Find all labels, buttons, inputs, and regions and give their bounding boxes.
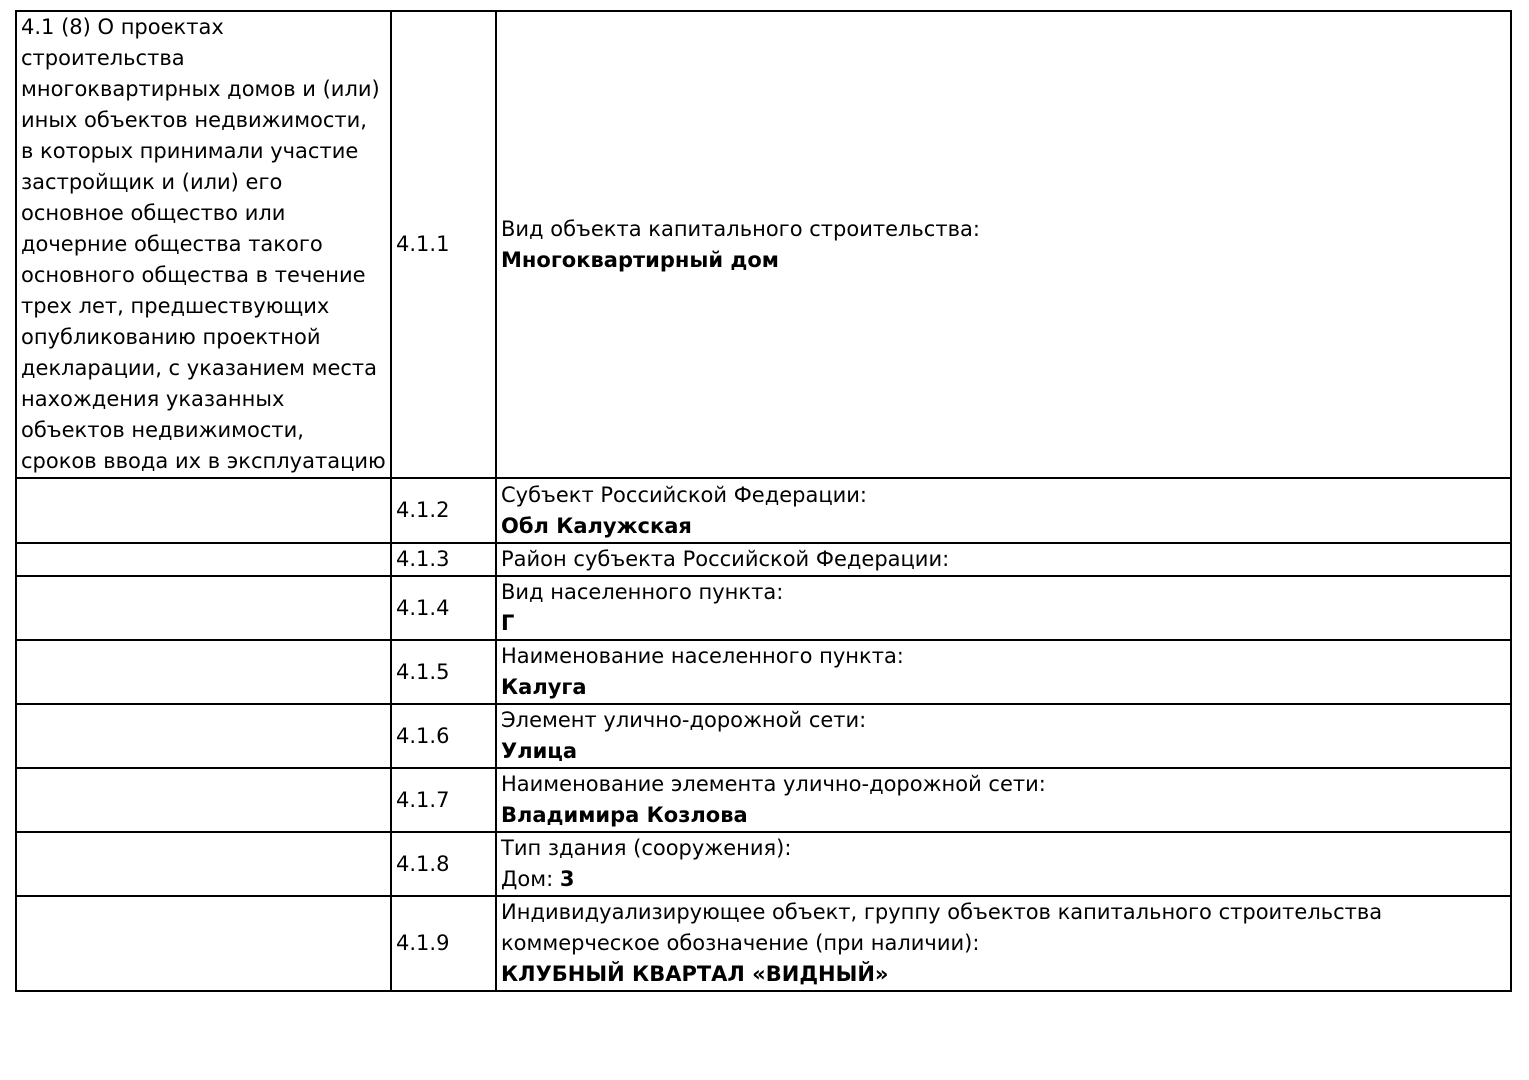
section-description-cell xyxy=(15,542,392,577)
field-label: Вид объекта капитального строительства: xyxy=(501,216,980,241)
field-value-prefix: Дом: xyxy=(501,867,560,891)
field-value: Многоквартирный дом xyxy=(501,247,779,272)
row-number: 4.1.3 xyxy=(396,547,450,571)
field-cell: Тип здания (сооружения): Дом: 3 xyxy=(495,831,1512,897)
field-label: Наименование населенного пункта: xyxy=(501,644,904,668)
field-value: Калуга xyxy=(501,675,587,699)
table-row: 4.1.6 Элемент улично-дорожной сети: Улиц… xyxy=(15,703,1512,769)
field-cell: Вид населенного пункта: Г xyxy=(495,575,1512,641)
row-number: 4.1.1 xyxy=(396,232,450,256)
table-row: 4.1.5 Наименование населенного пункта: К… xyxy=(15,639,1512,705)
field-value-number: 3 xyxy=(559,867,575,891)
field-cell: Элемент улично-дорожной сети: Улица xyxy=(495,703,1512,769)
table-row: 4.1.8 Тип здания (сооружения): Дом: 3 xyxy=(15,831,1512,897)
row-number-cell: 4.1.4 xyxy=(390,575,497,641)
field-cell: Наименование элемента улично-дорожной се… xyxy=(495,767,1512,833)
row-number-cell: 4.1.3 xyxy=(390,542,497,577)
field-cell: Субъект Российской Федерации: Обл Калужс… xyxy=(495,477,1512,544)
table-row: 4.1.4 Вид населенного пункта: Г xyxy=(15,575,1512,641)
row-number: 4.1.8 xyxy=(396,851,450,876)
section-description-cell xyxy=(15,477,392,544)
section-description-cell xyxy=(15,767,392,833)
row-number: 4.1.2 xyxy=(396,498,450,522)
field-value: Владимира Козлова xyxy=(501,803,748,827)
section-description-cell xyxy=(15,703,392,769)
row-number: 4.1.5 xyxy=(396,659,450,684)
declaration-table: 4.1 (8) О проектах строительства многокв… xyxy=(15,10,1512,992)
field-value: Обл Калужская xyxy=(501,513,692,538)
table-row: 4.1 (8) О проектах строительства многокв… xyxy=(15,10,1512,479)
field-cell: Наименование населенного пункта: Калуга xyxy=(495,639,1512,705)
section-description-cell: 4.1 (8) О проектах строительства многокв… xyxy=(15,10,392,479)
field-value: КЛУБНЫЙ КВАРТАЛ «ВИДНЫЙ» xyxy=(501,962,889,986)
field-label: Вид населенного пункта: xyxy=(501,580,784,604)
field-label: Тип здания (сооружения): xyxy=(501,836,792,860)
field-cell: Индивидуализирующее объект, группу объек… xyxy=(495,895,1512,992)
row-number: 4.1.9 xyxy=(396,931,450,955)
row-number-cell: 4.1.6 xyxy=(390,703,497,769)
table-row: 4.1.2 Субъект Российской Федерации: Обл … xyxy=(15,477,1512,544)
table-row: 4.1.3 Район субъекта Российской Федераци… xyxy=(15,542,1512,577)
row-number-cell: 4.1.7 xyxy=(390,767,497,833)
field-label: Наименование элемента улично-дорожной се… xyxy=(501,772,1046,796)
field-value: Г xyxy=(501,611,515,635)
row-number-cell: 4.1.8 xyxy=(390,831,497,897)
section-description-cell xyxy=(15,575,392,641)
field-value: Дом: 3 xyxy=(501,864,1506,894)
row-number: 4.1.4 xyxy=(396,595,450,620)
table-row: 4.1.9 Индивидуализирующее объект, группу… xyxy=(15,895,1512,992)
row-number: 4.1.6 xyxy=(396,723,450,748)
field-label: Район субъекта Российской Федерации: xyxy=(501,547,950,571)
field-label: Субъект Российской Федерации: xyxy=(501,482,867,507)
section-description-cell xyxy=(15,895,392,992)
row-number-cell: 4.1.1 xyxy=(390,10,497,479)
table-row: 4.1.7 Наименование элемента улично-дорож… xyxy=(15,767,1512,833)
row-number-cell: 4.1.2 xyxy=(390,477,497,544)
row-number: 4.1.7 xyxy=(396,787,450,812)
section-description-cell xyxy=(15,639,392,705)
field-label: Индивидуализирующее объект, группу объек… xyxy=(501,900,1383,955)
row-number-cell: 4.1.9 xyxy=(390,895,497,992)
field-value: Улица xyxy=(501,739,578,763)
field-cell: Район субъекта Российской Федерации: xyxy=(495,542,1512,577)
section-description-cell xyxy=(15,831,392,897)
field-label: Элемент улично-дорожной сети: xyxy=(501,708,867,732)
row-number-cell: 4.1.5 xyxy=(390,639,497,705)
section-description: 4.1 (8) О проектах строительства многокв… xyxy=(21,15,386,473)
field-cell: Вид объекта капитального строительства: … xyxy=(495,10,1512,479)
